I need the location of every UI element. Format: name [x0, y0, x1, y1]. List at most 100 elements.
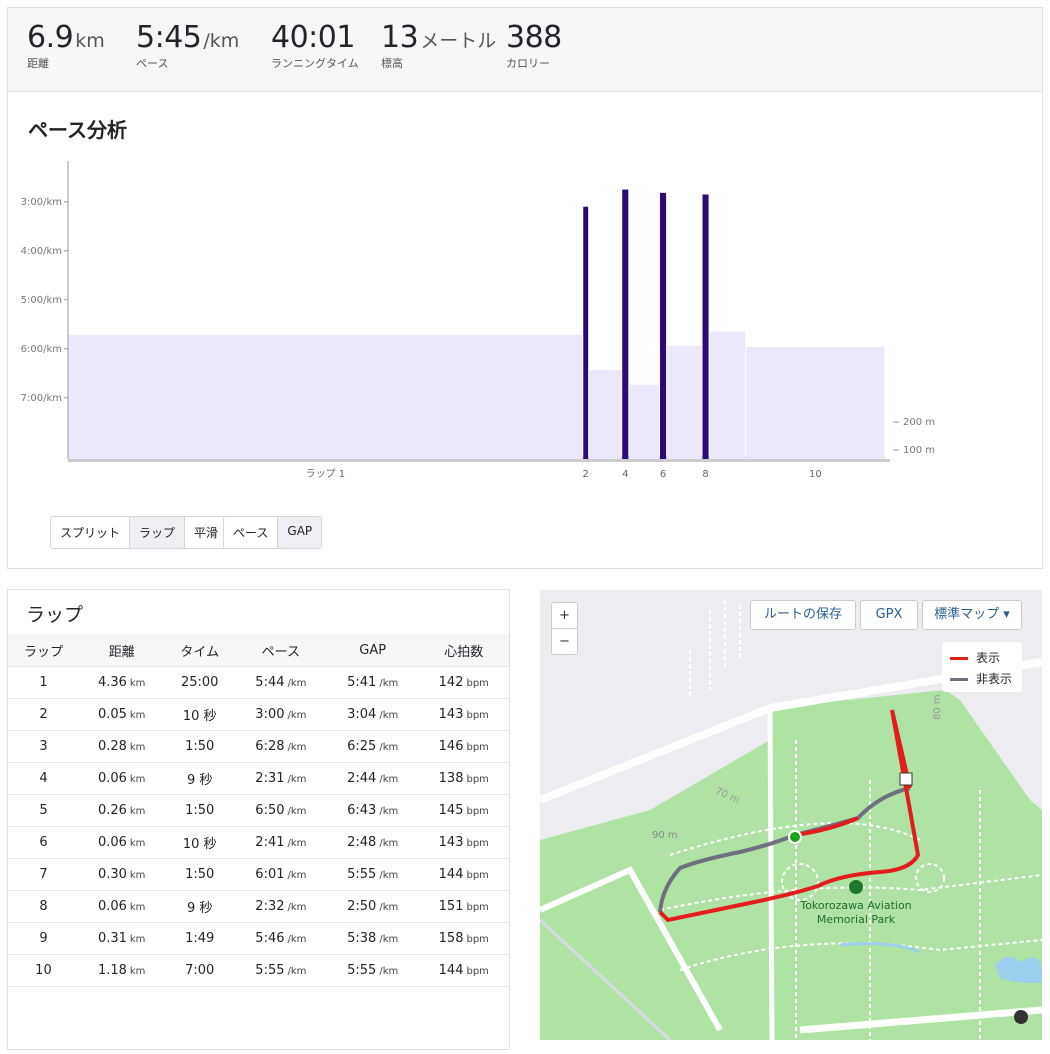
zoom-out[interactable]: − [551, 628, 578, 655]
cell-value: 0.26 [97, 803, 127, 818]
map-type-label: 標準マップ [934, 607, 1000, 622]
map[interactable]: 70 m 80 m 90 m Tokorozawa Aviation Memor… [540, 590, 1042, 1040]
cell-value: 5:55 [347, 963, 377, 978]
toggle-button[interactable]: 平滑 [185, 517, 228, 548]
table-cell: 0.05 km [78, 698, 165, 731]
table-cell: 2:48/km [326, 826, 419, 859]
cell-unit: bpm [466, 678, 489, 689]
cell-value: 6:43 [347, 803, 377, 818]
cell-value: 2:44 [347, 771, 377, 786]
table-cell: 0.31 km [78, 922, 165, 955]
toggle-button[interactable]: スプリット [51, 517, 131, 548]
cell-value: 2:41 [255, 835, 285, 850]
cell-unit: km [129, 966, 146, 977]
table-cell: 9 秒 [164, 890, 235, 923]
cell-value: 2:31 [255, 771, 285, 786]
cell-unit: km [129, 678, 146, 689]
table-cell: 5 [8, 794, 79, 827]
cell-value: 146 [438, 739, 464, 754]
table-cell: 9 [8, 922, 79, 955]
toggle-button[interactable]: ペース [224, 517, 279, 548]
table-cell: 1:49 [164, 922, 235, 955]
table-cell: 5:46/km [234, 922, 327, 955]
cell-value: 144 [438, 867, 464, 882]
cell-unit: bpm [466, 710, 489, 721]
stat-label: ペース [136, 57, 169, 70]
stat-unit: /km [203, 30, 240, 52]
cell-value: 3:04 [347, 707, 377, 722]
x-tick-label: 4 [622, 469, 628, 480]
cell-value: 2:32 [255, 899, 285, 914]
table-row: 10 1.18 km 7:00 5:55/km 5:55/km 144 bpm [8, 954, 509, 987]
cell-value: 5:44 [255, 675, 285, 690]
table-cell: 3:00/km [234, 698, 327, 731]
y-tick-label: 3:00/km [21, 197, 62, 208]
bar [709, 331, 746, 459]
table-row: 4 0.06 km 9 秒 2:31/km 2:44/km 138 bpm [8, 762, 509, 795]
stat: 6.9 km 距離 [27, 20, 105, 71]
cell-unit: km [129, 774, 146, 785]
cell-value: 6:01 [255, 867, 285, 882]
table-cell: 9 秒 [164, 762, 235, 795]
toggle-button[interactable]: GAP [278, 517, 322, 548]
table-cell: 0.30 km [78, 858, 165, 891]
save-route-label: ルートの保存 [763, 607, 842, 622]
table-cell: 3:04/km [326, 698, 419, 731]
cell-value: 2:48 [347, 835, 377, 850]
cell-unit: km [129, 902, 146, 913]
cell-unit: /km [379, 838, 399, 849]
cell-value: 145 [438, 803, 464, 818]
column-header: ペース [234, 634, 327, 667]
cell-unit: bpm [466, 934, 489, 945]
table-cell: 6:43/km [326, 794, 419, 827]
stat: 40:01 ランニングタイム [271, 20, 359, 71]
cell-unit: /km [287, 710, 307, 721]
column-header: 心拍数 [418, 634, 509, 667]
table-cell: 8 [8, 890, 79, 923]
table-cell: 6:01/km [234, 858, 327, 891]
toggle-button[interactable]: ラップ [130, 517, 186, 548]
table-row: 9 0.31 km 1:49 5:46/km 5:38/km 158 bpm [8, 922, 509, 955]
table-body: 1 4.36 km 25:00 5:44/km 5:41/km 142 bpm 2 0.05 km 1… [8, 666, 509, 987]
cell-unit: bpm [466, 742, 489, 753]
table-cell: 5:55/km [326, 858, 419, 891]
gpx-button[interactable]: GPX [860, 600, 918, 630]
stat-value: 5:45 [136, 20, 202, 55]
column-header: GAP [326, 634, 419, 667]
cell-value: 138 [438, 771, 464, 786]
zoom-in[interactable]: + [551, 602, 578, 629]
cell-value: 0.06 [97, 835, 127, 850]
cell-unit: /km [379, 902, 399, 913]
x-tick-label: 6 [660, 469, 666, 480]
table-cell: 25:00 [164, 666, 235, 699]
table-cell: 6:50/km [234, 794, 327, 827]
bar [659, 192, 667, 459]
stat-value: 13 [381, 20, 419, 55]
cell-unit: /km [287, 838, 307, 849]
bar [746, 347, 885, 459]
gpx-label: GPX [875, 607, 903, 622]
table-cell: 144 bpm [418, 858, 509, 891]
table-row: 7 0.30 km 1:50 6:01/km 5:55/km 144 bpm [8, 858, 509, 891]
cell-value: 6:28 [255, 739, 285, 754]
stat-value: 40:01 [271, 20, 355, 55]
map-type[interactable]: 標準マップ ▾ [922, 600, 1022, 630]
table-cell: 0.26 km [78, 794, 165, 827]
stat: 5:45/km ペース [136, 20, 239, 71]
x-axis [68, 459, 890, 462]
save-route[interactable]: ルートの保存 [750, 600, 856, 630]
cell-value: 0.06 [97, 899, 127, 914]
bar [629, 384, 659, 459]
cell-value: 0.31 [97, 931, 127, 946]
y-tick-label: 4:00/km [21, 246, 62, 257]
table-cell: 6:28/km [234, 730, 327, 763]
stat-value: 6.9 [27, 20, 74, 55]
table-cell: 5:44/km [234, 666, 327, 699]
cell-unit: /km [379, 806, 399, 817]
map-canvas: 70 m 80 m 90 m Tokorozawa Aviation Memor… [540, 590, 1042, 1040]
cell-value: 0.30 [97, 867, 127, 882]
cell-value: 0.06 [97, 771, 127, 786]
contour-label: 90 m [652, 830, 678, 841]
cell-unit: bpm [466, 774, 489, 785]
stat-unit: メートル [420, 30, 497, 52]
